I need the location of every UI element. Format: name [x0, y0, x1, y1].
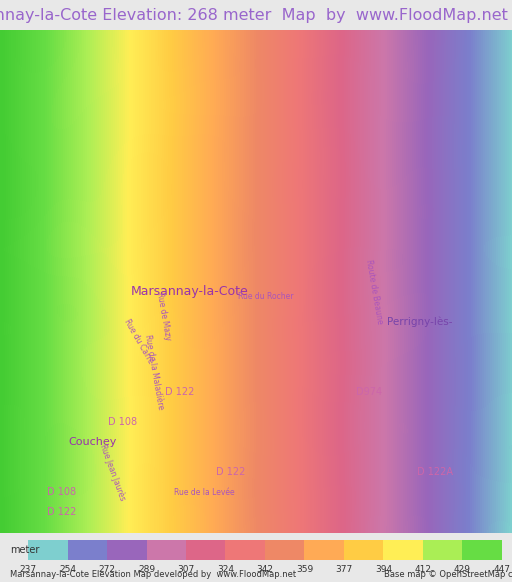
- Bar: [344, 540, 383, 560]
- Text: 289: 289: [138, 565, 155, 574]
- Text: 359: 359: [296, 565, 313, 574]
- Bar: [225, 540, 265, 560]
- Text: Rue du Carré: Rue du Carré: [122, 318, 155, 365]
- Bar: [423, 540, 462, 560]
- Text: Rue de la Levée: Rue de la Levée: [175, 488, 235, 497]
- Bar: [462, 540, 502, 560]
- Text: 377: 377: [335, 565, 353, 574]
- Text: 307: 307: [177, 565, 195, 574]
- Text: meter: meter: [10, 545, 39, 555]
- Bar: [265, 540, 305, 560]
- Text: Base map © OpenStreetMap contributors: Base map © OpenStreetMap contributors: [384, 570, 512, 579]
- Bar: [146, 540, 186, 560]
- Text: Marsannay-la-Cote Elevation Map developed by  www.FloodMap.net: Marsannay-la-Cote Elevation Map develope…: [10, 570, 296, 579]
- Text: Rue Jean Jaurès: Rue Jean Jaurès: [98, 443, 127, 502]
- Bar: [383, 540, 423, 560]
- Text: Couchey: Couchey: [68, 437, 116, 447]
- Text: Route de Beaune: Route de Beaune: [364, 258, 384, 324]
- Text: D 108: D 108: [109, 417, 137, 427]
- Bar: [68, 540, 107, 560]
- Text: 272: 272: [99, 565, 116, 574]
- Bar: [107, 540, 146, 560]
- Text: Rue de Mazy: Rue de Mazy: [155, 292, 173, 341]
- Text: D 122: D 122: [216, 467, 245, 477]
- Text: 412: 412: [414, 565, 431, 574]
- Text: D 122: D 122: [47, 508, 76, 517]
- Text: Rue de la Maladière: Rue de la Maladière: [142, 333, 165, 410]
- Text: 254: 254: [59, 565, 76, 574]
- Bar: [28, 540, 68, 560]
- Text: Rue du Rocher: Rue du Rocher: [239, 292, 294, 301]
- Bar: [186, 540, 225, 560]
- Text: Marsannay-la-Cote: Marsannay-la-Cote: [131, 285, 248, 298]
- Text: D974: D974: [355, 387, 382, 397]
- Text: 324: 324: [217, 565, 234, 574]
- Text: 447: 447: [493, 565, 510, 574]
- Text: D 108: D 108: [47, 487, 76, 498]
- Text: Perrigny-lès-: Perrigny-lès-: [387, 317, 453, 327]
- Text: D 122A: D 122A: [417, 467, 453, 477]
- Text: D 122: D 122: [164, 387, 194, 397]
- Text: 429: 429: [454, 565, 471, 574]
- Text: 342: 342: [257, 565, 273, 574]
- Bar: [305, 540, 344, 560]
- Text: Marsannay-la-Cote Elevation: 268 meter  Map  by  www.FloodMap.net  (beta): Marsannay-la-Cote Elevation: 268 meter M…: [0, 8, 512, 23]
- Text: 394: 394: [375, 565, 392, 574]
- Text: 237: 237: [19, 565, 37, 574]
